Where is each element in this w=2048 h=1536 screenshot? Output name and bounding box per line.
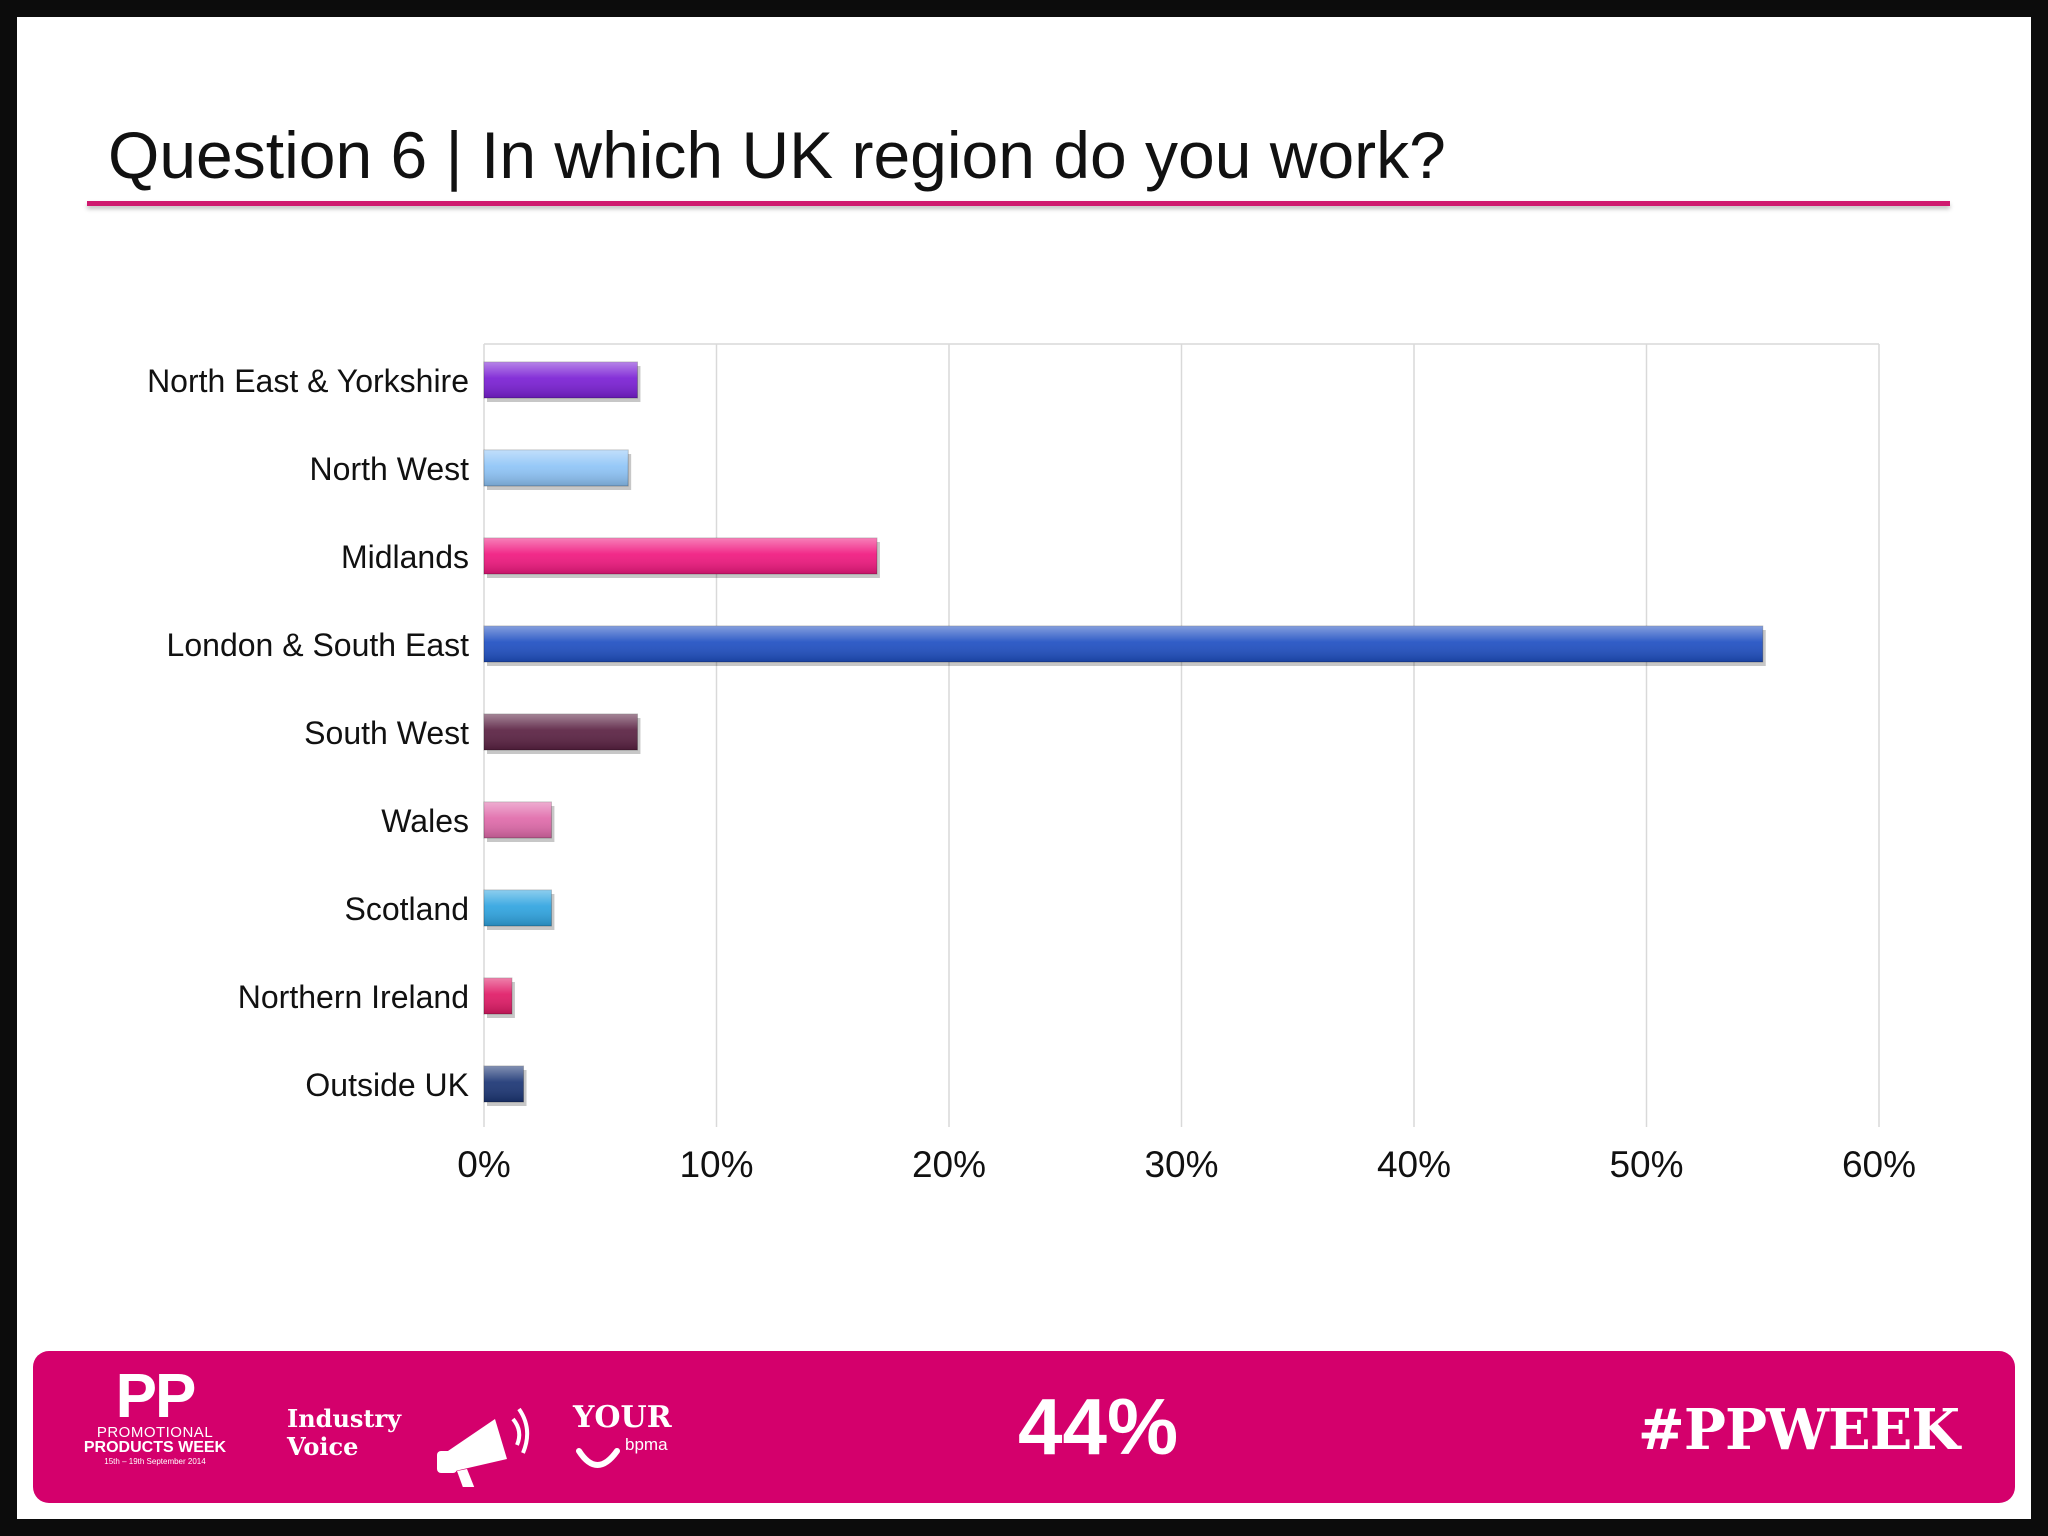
slide: Question 6 | In which UK region do you w… (17, 17, 2031, 1519)
x-tick-label: 10% (679, 1144, 753, 1185)
logo-line-2: PRODUCTS WEEK (83, 1439, 227, 1456)
x-tick-label: 20% (912, 1144, 986, 1185)
industry-voice-line-1: Industry (287, 1404, 402, 1433)
footer-banner: PP PROMOTIONAL PRODUCTS WEEK 15th – 19th… (33, 1351, 2015, 1503)
industry-voice-logo: Industry Voice (287, 1405, 401, 1461)
category-label: Wales (381, 803, 469, 839)
hashtag: #PPWEEK (1637, 1397, 1960, 1463)
category-label: Scotland (344, 891, 469, 927)
category-label: South West (304, 715, 469, 751)
slide-title: Question 6 | In which UK region do you w… (108, 118, 1446, 192)
bar-gloss (484, 890, 552, 926)
bpma-text: bpma (625, 1435, 668, 1454)
chart-gridlines (483, 343, 1880, 1127)
logo-pp-text: PP (115, 1362, 197, 1431)
bar-gloss (484, 714, 638, 750)
x-tick-label: 50% (1609, 1144, 1683, 1185)
x-tick-label: 60% (1842, 1144, 1916, 1185)
pp-week-logo: PP PROMOTIONAL PRODUCTS WEEK 15th – 19th… (70, 1362, 240, 1468)
x-tick-label: 40% (1377, 1144, 1451, 1185)
chart-bars (483, 361, 1766, 1106)
category-label: North West (310, 451, 470, 487)
logo-line-1: PROMOTIONAL (96, 1424, 214, 1441)
megaphone-icon (437, 1407, 530, 1487)
bar-gloss (484, 802, 552, 838)
category-label: London & South East (167, 627, 470, 663)
smile-icon (576, 1448, 620, 1468)
category-label: Northern Ireland (238, 979, 469, 1015)
your-bpma-logo: YOUR bpma (573, 1401, 672, 1455)
title-divider (87, 201, 1950, 206)
bar-gloss (484, 1066, 524, 1102)
chart-x-ticks: 0% 10% 20% 30% 40% 50% 60% (457, 1144, 1916, 1185)
x-tick-label: 0% (457, 1144, 510, 1185)
bar-gloss (484, 538, 877, 574)
bar-chart: North East & Yorkshire North West Midlands… (147, 343, 1916, 1185)
category-label: Outside UK (305, 1067, 469, 1103)
category-label: North East & Yorkshire (147, 363, 469, 399)
bar-gloss (484, 450, 629, 486)
your-text: YOUR (573, 1400, 672, 1435)
bar-gloss (484, 626, 1763, 662)
category-label: Midlands (341, 539, 469, 575)
bar-gloss (484, 978, 512, 1014)
x-tick-label: 30% (1144, 1144, 1218, 1185)
chart-category-labels: North East & Yorkshire North West Midlands… (147, 363, 469, 1103)
footer-stat: 44% (1018, 1382, 1179, 1471)
logo-line-3: 15th – 19th September 2014 (104, 1457, 206, 1466)
industry-voice-line-2: Voice (287, 1432, 359, 1461)
bar-gloss (484, 362, 638, 398)
